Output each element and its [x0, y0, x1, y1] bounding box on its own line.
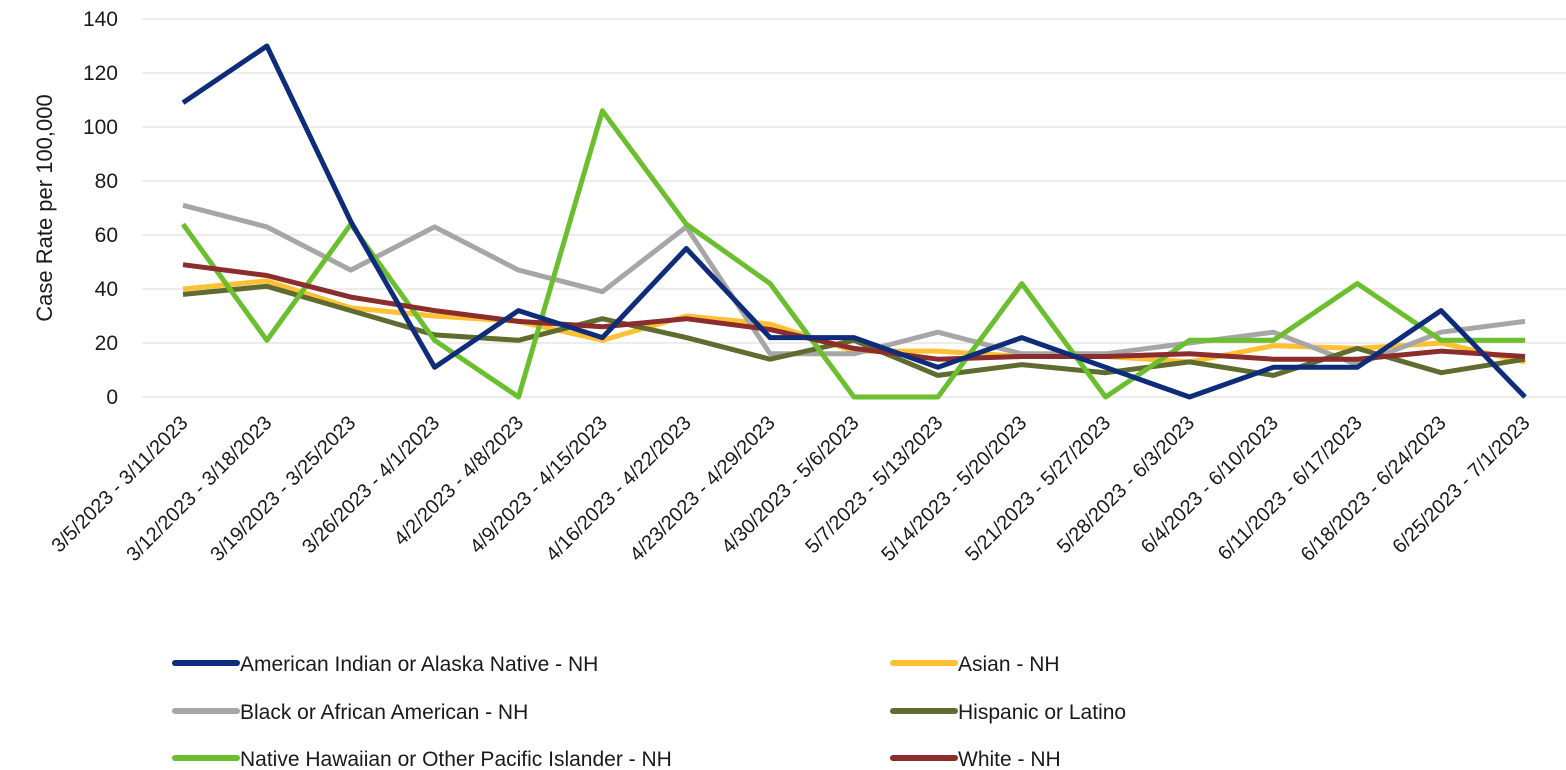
x-tick-label: 6/4/2023 - 6/10/2023	[1137, 412, 1283, 558]
x-tick-label: 4/9/2023 - 4/15/2023	[466, 412, 612, 558]
x-tick-label: 4/16/2023 - 4/22/2023	[542, 412, 696, 566]
x-tick-label: 6/11/2023 - 6/17/2023	[1214, 412, 1367, 565]
y-axis-title: Case Rate per 100,000	[32, 94, 57, 322]
x-tick-label: 5/14/2023 - 5/20/2023	[877, 412, 1031, 566]
y-axis-ticks: 0 20 40 60 80 100 120 140	[83, 8, 118, 409]
x-tick-label: 5/28/2023 - 6/3/2023	[1053, 412, 1199, 558]
legend-item-asian-nh: Asian - NH	[890, 653, 1060, 676]
legend-label: White - NH	[958, 748, 1061, 770]
legend-label: Black or African American - NH	[240, 701, 528, 724]
legend: American Indian or Alaska Native - NH Asi…	[172, 653, 1126, 770]
legend-item-black-or-african-american-nh: Black or African American - NH	[172, 701, 528, 724]
y-tick-label: 40	[95, 278, 118, 301]
legend-label: Native Hawaiian or Other Pacific Islande…	[240, 748, 672, 770]
series-line-white-nh	[182, 262, 1526, 362]
series-line-hispanic-or-latino	[182, 283, 1526, 378]
x-tick-label: 5/7/2023 - 5/13/2023	[801, 412, 947, 558]
series-line-native-hawaiian-or-other-pacific-islander-nh	[180, 108, 1525, 400]
y-tick-label: 0	[106, 386, 118, 409]
series-lines	[180, 43, 1527, 400]
y-tick-label: 140	[83, 8, 118, 31]
x-tick-label: 3/26/2023 - 4/1/2023	[298, 412, 444, 558]
series-line-black-or-african-american-nh	[182, 202, 1526, 368]
legend-item-hispanic-or-latino: Hispanic or Latino	[890, 701, 1126, 724]
series-line-asian-nh	[182, 278, 1526, 365]
legend-item-white-nh: White - NH	[890, 748, 1061, 770]
legend-label: Hispanic or Latino	[958, 701, 1126, 724]
y-tick-label: 60	[95, 224, 118, 247]
x-tick-label: 3/19/2023 - 3/25/2023	[206, 412, 360, 566]
legend-item-american-indian-or-alaska-native-nh: American Indian or Alaska Native - NH	[172, 653, 598, 676]
y-tick-label: 80	[95, 170, 118, 193]
x-tick-label: 4/30/2023 - 5/6/2023	[717, 412, 863, 558]
x-tick-label: 6/25/2023 - 7/1/2023	[1388, 412, 1534, 558]
legend-item-native-hawaiian-or-other-pacific-islander-nh: Native Hawaiian or Other Pacific Islande…	[172, 748, 672, 770]
x-tick-label: 5/21/2023 - 5/27/2023	[961, 412, 1115, 566]
x-tick-label: 4/23/2023 - 4/29/2023	[626, 412, 780, 566]
gridlines	[142, 18, 1566, 398]
x-tick-label: 3/5/2023 - 3/11/2023	[47, 412, 192, 557]
x-tick-label: 6/18/2023 - 6/24/2023	[1297, 412, 1451, 566]
y-tick-label: 100	[83, 116, 118, 139]
y-tick-label: 20	[95, 332, 118, 355]
legend-label: American Indian or Alaska Native - NH	[240, 653, 598, 676]
series-line-american-indian-or-alaska-native-nh	[181, 43, 1527, 400]
y-tick-label: 120	[83, 62, 118, 85]
x-tick-label: 3/12/2023 - 3/18/2023	[122, 412, 276, 566]
legend-label: Asian - NH	[958, 653, 1060, 676]
